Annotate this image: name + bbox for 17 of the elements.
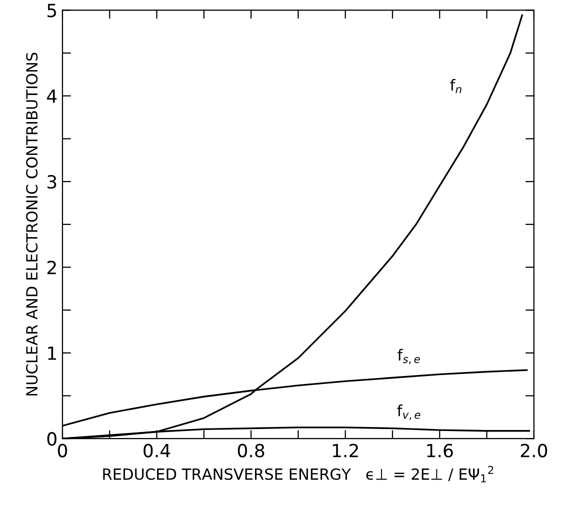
x-tick-label: 2.0 [520,444,548,458]
x-axis-title: REDUCED TRANSVERSE ENERGY ϵ⊥ = 2E⊥ / EΨ$_{1}$$^{2}$ [103,466,494,482]
series-label: f$_{n}$ [450,78,462,94]
y-tick-label: 0 [47,432,56,446]
y-tick-label: 2 [47,260,56,274]
y-tick-label: 1 [48,346,56,360]
x-tick-label: 1.6 [427,444,453,458]
y-tick-label: 4 [47,90,57,103]
x-tick-label: 0 [58,444,68,458]
y-axis-title: NUCLEAR AND ELECTRONIC CONTRIBUTIONS [26,52,38,396]
x-tick-label: 0.4 [144,444,170,458]
x-tick-label: 1.2 [332,444,358,458]
x-tick-label: 0.8 [238,444,264,458]
y-tick-label: 5 [48,4,56,18]
series-label: f$_{v,e}$ [397,404,420,420]
series-label: f$_{s,e}$ [398,348,420,364]
y-tick-label: 3 [48,175,56,189]
